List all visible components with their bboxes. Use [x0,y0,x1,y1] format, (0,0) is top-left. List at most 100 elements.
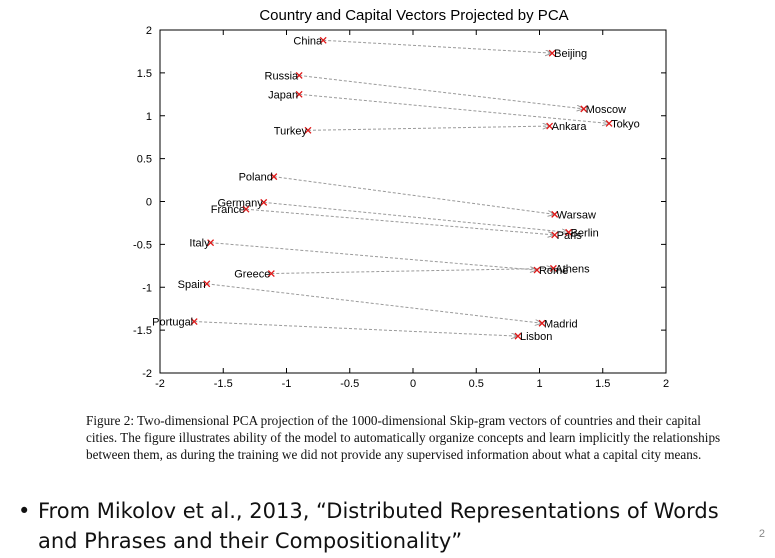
capital-label-lisbon: Lisbon [520,331,552,343]
point-cross-stroke [551,210,559,218]
bullet-icon: • [18,499,31,523]
x-tick-label: 2 [663,378,669,390]
capital-point-rome [533,266,541,274]
country-label-spain: Spain [178,279,206,291]
vector-arrows [194,39,609,337]
y-tick-label: 2 [146,25,152,37]
point-cross-stroke [295,71,303,79]
x-tick-label: 1.5 [595,378,610,390]
capital-label-ankara: Ankara [552,121,588,133]
figure-caption: Figure 2: Two-dimensional PCA projection… [86,413,721,462]
country-point-china [319,36,327,44]
capital-point-berlin [565,228,573,236]
point-cross-stroke [514,332,522,340]
x-tick-label: -1.5 [214,378,233,390]
point-cross-stroke [319,36,327,44]
page-number: 2 [758,528,765,540]
country-point-spain [203,280,211,288]
vector-arrow-china [323,39,552,53]
point-cross-stroke [260,198,268,206]
point-cross-stroke [267,270,275,277]
point-labels: China Beijing Russia Moscow Japan Tokyo Turkey… [152,35,640,343]
vector-arrow-greece [271,268,553,275]
axis-ticks: -2 -1.5 -1 -0.5 0 0.5 1 1.5 2 -2 -1.5 -1 -0.5 0 0.5 1 1.… [133,25,669,390]
point-cross-stroke [207,239,215,247]
capital-point-tokyo [605,120,613,127]
country-point-france [242,205,250,213]
x-tick-label: 0.5 [469,378,484,390]
point-cross-stroke [270,173,278,181]
country-point-portugal [190,318,198,326]
country-label-japan: Japan [268,89,298,101]
capital-point-beijing [548,49,556,57]
capital-label-tokyo: Tokyo [611,118,640,130]
point-cross-stroke [549,264,557,272]
y-tick-label: -1 [142,282,152,294]
point-cross-stroke [242,205,250,213]
point-cross-stroke [304,126,312,134]
capital-point-moscow [580,105,588,113]
country-point-poland [270,173,278,181]
country-label-portugal: Portugal [152,317,193,329]
y-tick-label: -0.5 [133,239,152,251]
capital-label-paris: Paris [557,230,583,242]
y-tick-label: -2 [142,368,152,380]
capital-point-ankara [546,122,554,130]
x-tick-label: -1 [282,378,292,390]
y-tick-label: 0.5 [137,154,152,166]
point-cross-stroke [203,280,211,288]
capital-point-madrid [538,319,546,327]
point-cross-stroke [538,319,546,327]
x-tick-label: -0.5 [340,378,359,390]
point-cross-stroke [190,318,198,326]
x-tick-label: -2 [155,378,165,390]
y-tick-label: 1 [146,111,152,123]
country-label-china: China [293,35,323,47]
data-points [190,36,613,340]
country-point-germany [260,198,268,206]
vector-arrow-poland [273,176,555,215]
vector-arrow-germany [263,201,569,232]
point-cross-stroke [295,90,303,98]
country-label-germany: Germany [217,197,263,209]
x-tick-label: 0 [410,378,416,390]
citation-text: From Mikolov et al., 2013, “Distributed … [38,499,719,553]
capital-label-moscow: Moscow [586,104,626,116]
capital-label-berlin: Berlin [571,227,599,239]
vector-arrow-russia [299,74,584,108]
point-cross-stroke [580,105,588,113]
vector-arrow-france [245,208,555,235]
point-cross-stroke [551,231,559,239]
vector-arrow-japan [299,93,609,123]
vector-arrow-italy [210,242,537,270]
country-label-france: France [211,204,245,216]
country-label-russia: Russia [265,70,300,82]
vector-arrow-portugal [194,321,518,337]
country-label-greece: Greece [234,269,270,281]
country-label-poland: Poland [239,172,273,184]
chart-title: Country and Capital Vectors Projected by… [259,7,568,24]
capital-label-beijing: Beijing [554,48,587,60]
country-point-turkey [304,126,312,134]
point-cross-stroke [546,122,554,130]
capital-label-madrid: Madrid [544,318,578,330]
y-tick-label: -1.5 [133,325,152,337]
country-label-italy: Italy [189,238,210,250]
x-tick-label: 1 [536,378,542,390]
vector-arrow-spain [206,283,542,323]
y-tick-label: 0 [146,197,152,209]
capital-point-lisbon [514,332,522,340]
point-cross-stroke [548,49,556,57]
country-point-greece [267,270,275,277]
y-tick-label: 1.5 [137,68,152,80]
point-cross-stroke [605,120,613,127]
vector-arrow-turkey [307,126,550,131]
capital-label-athens: Athens [555,263,590,275]
point-cross-stroke [533,266,541,274]
pca-chart: Country and Capital Vectors Projected by… [133,7,669,390]
capital-label-rome: Rome [539,265,568,277]
country-label-turkey: Turkey [274,125,308,137]
country-point-italy [207,239,215,247]
capital-point-paris [551,231,559,239]
capital-label-warsaw: Warsaw [557,209,596,221]
